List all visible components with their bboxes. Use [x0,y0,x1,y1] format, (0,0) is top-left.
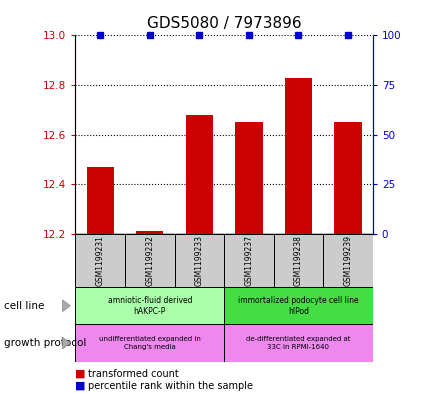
Bar [235,122,262,234]
Text: undifferentiated expanded in
Chang's media: undifferentiated expanded in Chang's med… [98,336,200,350]
Bar [136,231,163,234]
Bar [334,122,361,234]
Text: GSM1199237: GSM1199237 [244,235,253,286]
Text: de-differentiated expanded at
33C in RPMI-1640: de-differentiated expanded at 33C in RPM… [246,336,350,350]
Text: GSM1199239: GSM1199239 [343,235,352,286]
Text: percentile rank within the sample: percentile rank within the sample [88,381,253,391]
Text: amniotic-fluid derived
hAKPC-P: amniotic-fluid derived hAKPC-P [107,296,192,316]
Text: GSM1199233: GSM1199233 [194,235,203,286]
Text: growth protocol: growth protocol [4,338,86,348]
Bar [322,234,372,287]
Text: GSM1199238: GSM1199238 [293,235,302,286]
Text: transformed count: transformed count [88,369,179,379]
Title: GDS5080 / 7973896: GDS5080 / 7973896 [147,17,301,31]
Bar [125,234,174,287]
Bar [174,234,224,287]
Bar [185,115,212,234]
Bar [75,234,125,287]
Bar [273,234,322,287]
Bar [75,287,224,324]
Text: GSM1199231: GSM1199231 [95,235,104,286]
Bar [75,324,224,362]
Text: GSM1199232: GSM1199232 [145,235,154,286]
Text: immortalized podocyte cell line
hIPod: immortalized podocyte cell line hIPod [238,296,358,316]
Text: ■: ■ [75,381,86,391]
Polygon shape [62,300,70,312]
Bar [224,234,273,287]
Bar [224,324,372,362]
Text: ■: ■ [75,369,86,379]
Text: cell line: cell line [4,301,45,311]
Polygon shape [62,337,70,349]
Bar [284,77,311,234]
Bar [224,287,372,324]
Bar [86,167,114,234]
